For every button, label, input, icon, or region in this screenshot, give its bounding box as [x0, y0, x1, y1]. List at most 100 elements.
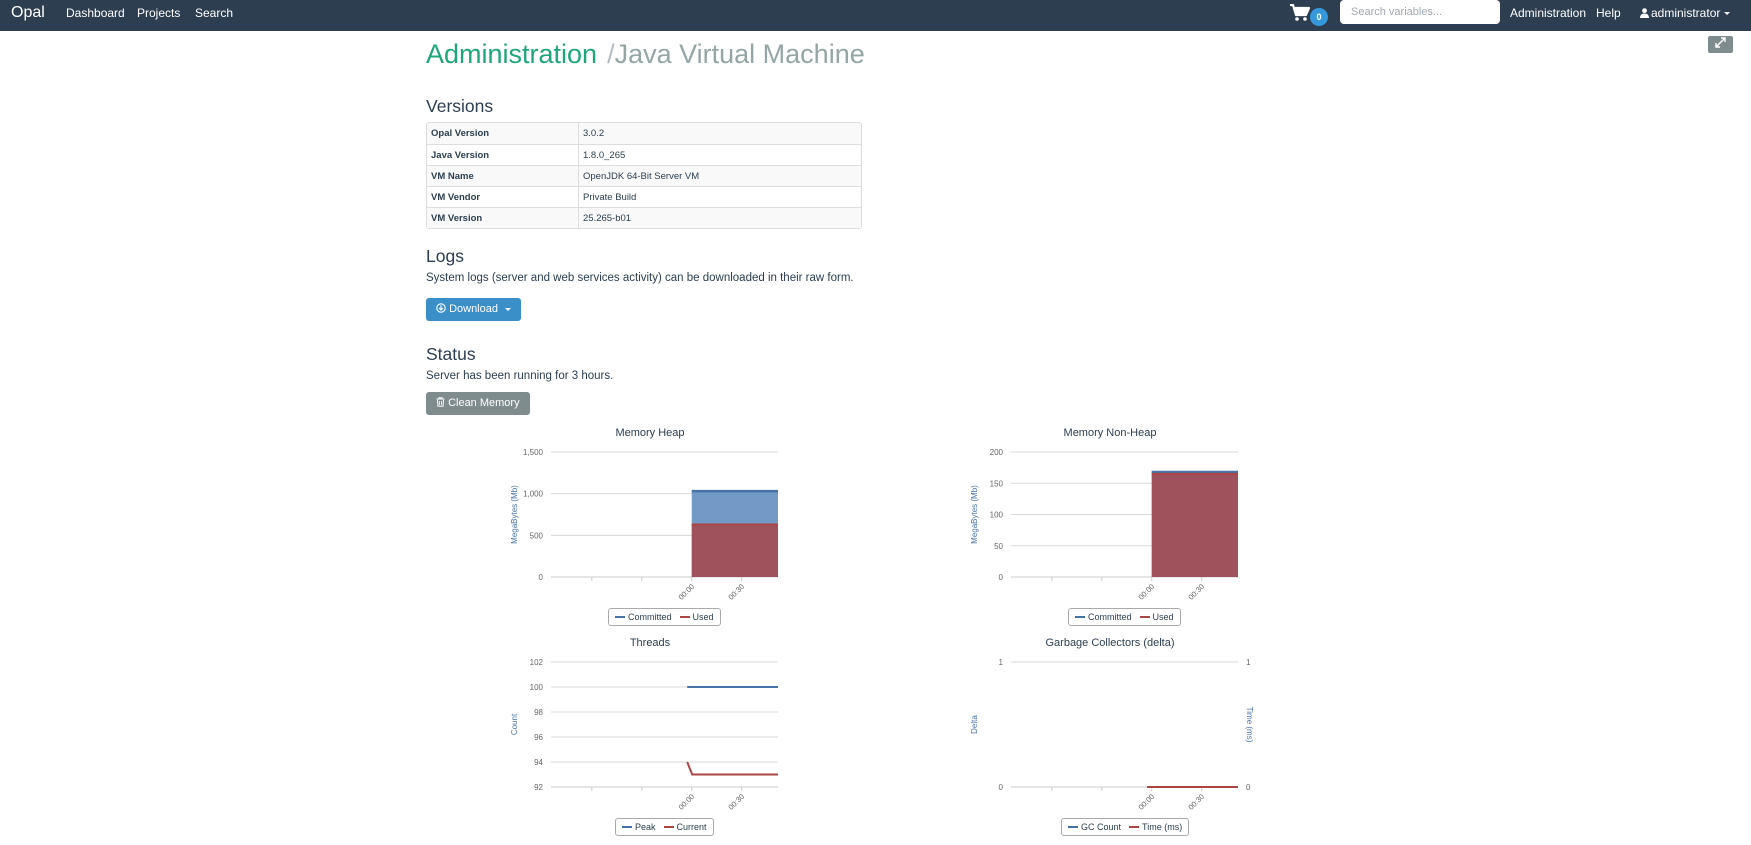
legend-swatch — [663, 826, 674, 828]
y-tick-label: 500 — [530, 531, 544, 540]
expand-icon — [1715, 37, 1726, 48]
x-tick-label: 00:30 — [1186, 582, 1206, 602]
logs-heading: Logs — [426, 246, 464, 266]
y-tick-label: 94 — [534, 758, 543, 767]
chart-svg: Threads 102 100 98 96 94 92 Count 00:00 00:30 — [510, 637, 778, 812]
row-value: OpenJDK 64-Bit Server VM — [579, 165, 861, 186]
legend-label: Current — [676, 822, 707, 832]
chart-memory-heap: Memory Heap 1,500 1,000 500 0 MegaBytes (Mb) 0… — [505, 425, 795, 626]
table-row: VM Vendor Private Build — [427, 186, 861, 207]
x-tick-label: 00:30 — [1186, 792, 1206, 812]
chart-legend: GC Count Time (ms) — [1061, 818, 1190, 836]
line-current — [686, 761, 778, 776]
table-row: Opal Version 3.0.2 — [427, 123, 861, 144]
legend-item[interactable]: Current — [663, 822, 707, 832]
row-value: Private Build — [579, 186, 861, 207]
table-row: VM Version 25.265-b01 — [427, 207, 861, 228]
legend-item[interactable]: Time (ms) — [1129, 822, 1182, 832]
y-tick-label: 102 — [530, 658, 544, 667]
row-value: 3.0.2 — [579, 123, 861, 144]
row-value: 25.265-b01 — [579, 207, 861, 228]
status-heading: Status — [426, 344, 476, 364]
y-tick-label: 0 — [539, 573, 544, 582]
legend-item[interactable]: GC Count — [1068, 822, 1121, 832]
chart-garbage-collectors: Garbage Collectors (delta) 1 0 1 0 Delta Time … — [965, 635, 1255, 836]
legend-item[interactable]: Used — [679, 612, 714, 622]
caret-down-icon — [1724, 12, 1731, 16]
y-tick-label-right: 0 — [1246, 783, 1251, 792]
nav-administration[interactable]: Administration — [1510, 6, 1587, 20]
y-tick-label: 92 — [534, 783, 543, 792]
legend-item[interactable]: Peak — [622, 822, 656, 832]
legend-swatch — [1068, 826, 1078, 828]
clean-memory-button[interactable]: Clean Memory — [426, 392, 530, 415]
status-description: Server has been running for 3 hours. — [426, 370, 614, 382]
legend-item[interactable]: Committed — [1075, 612, 1132, 622]
page-title-main[interactable]: Administration — [426, 39, 598, 69]
x-tick-label: 00:00 — [1137, 792, 1157, 812]
legend-label: Time (ms) — [1142, 822, 1183, 832]
clean-memory-label: Clean Memory — [448, 397, 520, 409]
chart-svg: Memory Heap 1,500 1,000 500 0 MegaBytes (Mb) 0… — [510, 427, 778, 602]
chart-svg: Memory Non-Heap 200 150 100 50 0 MegaBytes (Mb… — [970, 427, 1238, 602]
user-icon — [1640, 8, 1649, 18]
y-tick-label: 150 — [990, 479, 1004, 488]
row-key: VM Version — [427, 207, 579, 228]
chart-svg: Garbage Collectors (delta) 1 0 1 0 Delta Time … — [970, 637, 1254, 812]
chart-legend: Committed Used — [608, 608, 721, 626]
y-tick-label: 0 — [999, 783, 1004, 792]
legend-swatch — [1139, 616, 1150, 618]
legend-label: Used — [1152, 612, 1174, 622]
caret-down-icon — [504, 307, 511, 311]
y-tick-label: 96 — [534, 733, 543, 742]
chart-title: Garbage Collectors (delta) — [1045, 637, 1174, 649]
brand-logo[interactable]: Opal — [11, 4, 45, 21]
chart-title: Memory Non-Heap — [1064, 427, 1157, 439]
versions-table: Opal Version 3.0.2 Java Version 1.8.0_265 … — [426, 122, 862, 229]
legend-item[interactable]: Used — [1139, 612, 1174, 622]
fullscreen-button[interactable] — [1708, 36, 1733, 53]
row-key: VM Vendor — [427, 186, 579, 207]
legend-swatch — [615, 616, 625, 618]
user-menu[interactable]: administrator — [1640, 6, 1731, 20]
page-subtitle: Java Virtual Machine — [614, 39, 865, 69]
chart-title: Threads — [630, 637, 671, 649]
table-row: Java Version 1.8.0_265 — [427, 144, 861, 165]
y-tick-label: 1,000 — [523, 490, 544, 499]
trash-icon — [436, 397, 445, 407]
area-used — [691, 524, 778, 577]
legend-label: Peak — [635, 822, 656, 832]
x-tick-label: 00:00 — [1137, 582, 1157, 602]
nav-help[interactable]: Help — [1596, 6, 1621, 20]
area-used — [1151, 473, 1238, 577]
y-tick-label: 100 — [990, 511, 1004, 520]
x-tick-label: 00:30 — [726, 792, 746, 812]
y-tick-label: 1,500 — [523, 448, 544, 457]
nav-search[interactable]: Search — [195, 6, 234, 20]
shopping-cart-icon — [1290, 4, 1310, 21]
y-tick-label: 50 — [994, 542, 1003, 551]
nav-projects[interactable]: Projects — [137, 6, 181, 20]
chart-threads: Threads 102 100 98 96 94 92 Count 00:00 00:30 Peak… — [505, 635, 795, 836]
legend-item[interactable]: Committed — [615, 612, 672, 622]
legend-label: GC Count — [1081, 822, 1122, 832]
legend-swatch — [1075, 616, 1085, 618]
y-tick-label: 100 — [530, 683, 544, 692]
navbar: Opal Dashboard Projects Search 0 Adminis… — [0, 0, 1751, 31]
chart-title: Memory Heap — [615, 427, 684, 439]
y-axis-label-right: Time (ms) — [1245, 707, 1254, 743]
cart-button[interactable]: 0 — [1290, 3, 1332, 27]
legend-swatch — [622, 826, 632, 828]
legend-label: Used — [692, 612, 714, 622]
legend-swatch — [1129, 826, 1140, 828]
search-variables-input[interactable] — [1340, 0, 1500, 24]
x-tick-label: 00:00 — [677, 582, 697, 602]
y-axis-label: Delta — [970, 715, 979, 734]
x-tick-label: 00:30 — [726, 582, 746, 602]
download-button[interactable]: Download — [426, 298, 521, 321]
y-tick-label-right: 1 — [1246, 658, 1251, 667]
nav-dashboard[interactable]: Dashboard — [66, 6, 125, 20]
x-tick-label: 00:00 — [677, 792, 697, 812]
legend-swatch — [679, 616, 690, 618]
chart-legend: Committed Used — [1068, 608, 1181, 626]
